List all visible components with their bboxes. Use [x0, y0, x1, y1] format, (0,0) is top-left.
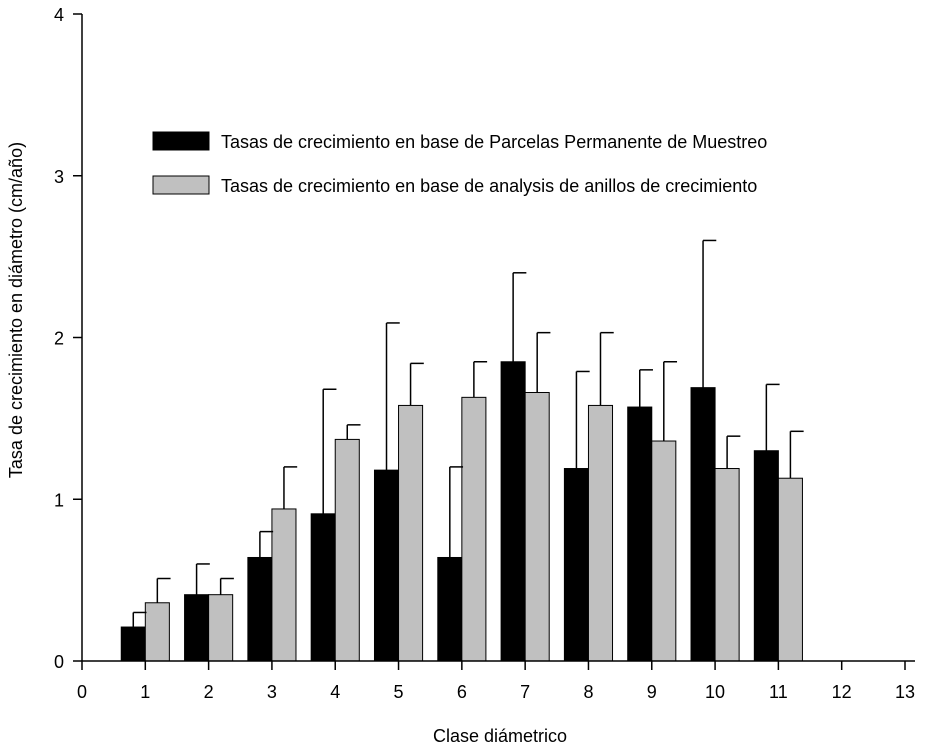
- bar-anillos: [398, 404, 424, 662]
- legend-label-pps: Tasas de crecimiento en base de Parcelas…: [221, 132, 767, 152]
- x-tick-label: 13: [895, 682, 915, 702]
- y-tick-label: 0: [54, 652, 64, 672]
- legend-swatch-anillos: [152, 175, 210, 195]
- bar-anillos: [144, 602, 170, 662]
- bars-layer: [120, 361, 803, 662]
- bar-anillos: [587, 404, 614, 662]
- y-tick-label: 4: [54, 5, 64, 25]
- bar-anillos: [777, 477, 803, 662]
- bar-pps: [753, 450, 779, 662]
- x-tick-label: 8: [583, 682, 593, 702]
- bar-anillos: [271, 508, 297, 662]
- x-tick-label: 3: [267, 682, 277, 702]
- legend: Tasas de crecimiento en base de Parcelas…: [152, 131, 767, 196]
- bar-pps: [184, 594, 210, 662]
- bar-pps: [120, 626, 146, 662]
- x-tick-label: 7: [520, 682, 530, 702]
- bar-anillos: [461, 396, 487, 662]
- legend-swatch-pps: [152, 131, 210, 151]
- errorbar-layer: [132, 239, 804, 628]
- y-tick-label: 1: [54, 490, 64, 510]
- bar-anillos: [714, 468, 740, 662]
- x-tick-label: 4: [330, 682, 340, 702]
- x-tick-label: 11: [769, 682, 788, 702]
- x-tick-label: 12: [832, 682, 852, 702]
- x-tick-label: 9: [647, 682, 657, 702]
- legend-label-anillos: Tasas de crecimiento en base de analysis…: [221, 176, 757, 196]
- bar-pps: [437, 556, 463, 662]
- x-tick-label: 1: [140, 682, 150, 702]
- bar-pps: [373, 469, 400, 662]
- x-tick-label: 10: [705, 682, 725, 702]
- bar-pps: [310, 513, 336, 662]
- x-tick-label: 6: [457, 682, 467, 702]
- bar-pps: [690, 387, 716, 662]
- x-axis-title: Clase diámetrico: [433, 726, 567, 746]
- x-tick-label: 2: [204, 682, 214, 702]
- x-tick-label: 0: [77, 682, 87, 702]
- bar-pps: [563, 468, 589, 662]
- bar-anillos: [208, 594, 234, 662]
- bar-pps: [500, 361, 526, 662]
- x-tick-label: 5: [394, 682, 404, 702]
- y-axis-title: Tasa de crecimiento en diámetro (cm/año): [6, 142, 26, 478]
- bar-pps: [247, 556, 273, 662]
- bar-anillos: [651, 440, 677, 662]
- bar-anillos: [524, 391, 550, 662]
- y-tick-label: 2: [54, 329, 64, 349]
- bar-anillos: [334, 438, 360, 662]
- bar-pps: [627, 406, 653, 662]
- y-tick-label: 3: [54, 167, 64, 187]
